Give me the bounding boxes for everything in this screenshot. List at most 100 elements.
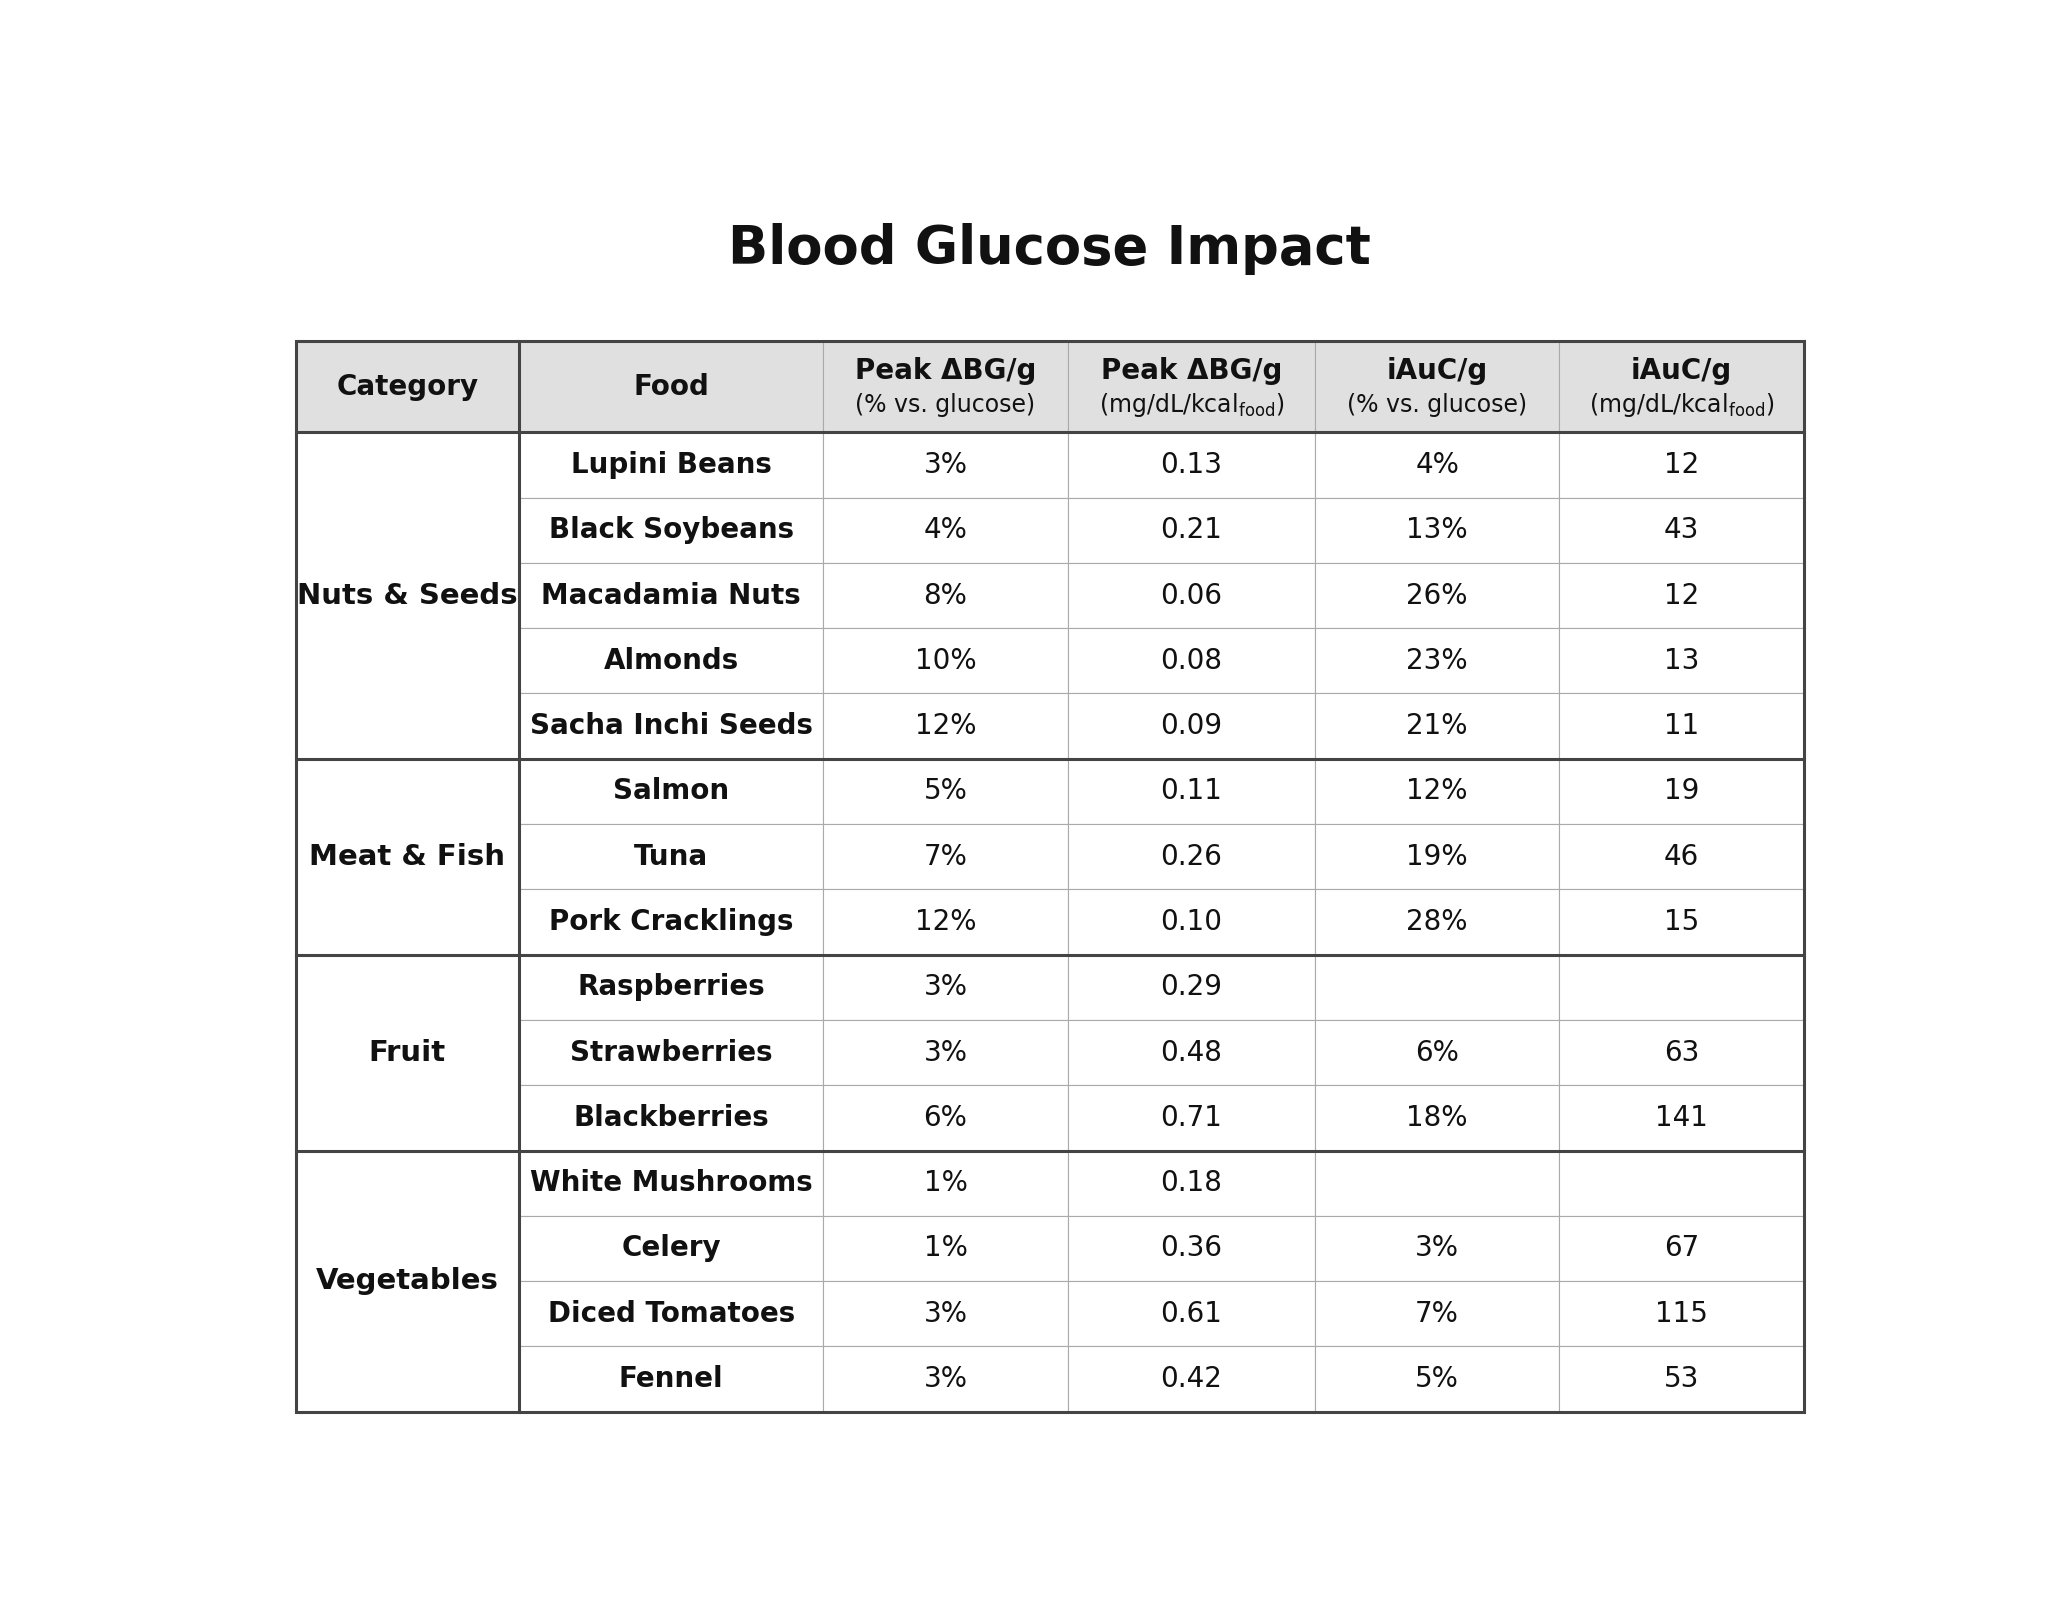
- Bar: [823, 694, 1067, 759]
- Text: Pork Cracklings: Pork Cracklings: [549, 908, 793, 935]
- Bar: [518, 1281, 823, 1347]
- Bar: [295, 432, 518, 759]
- Text: Fruit: Fruit: [369, 1038, 446, 1067]
- Bar: [1067, 628, 1315, 694]
- Bar: [1315, 1216, 1559, 1281]
- Text: 0.29: 0.29: [1161, 974, 1223, 1001]
- Text: Category: Category: [336, 373, 479, 400]
- Text: 0.42: 0.42: [1161, 1364, 1223, 1393]
- Text: 12%: 12%: [1407, 778, 1468, 805]
- Text: (mg/dL/kcal$_{\mathregular{food}}$): (mg/dL/kcal$_{\mathregular{food}}$): [1589, 391, 1774, 419]
- Bar: [1559, 562, 1804, 628]
- Text: 7%: 7%: [924, 842, 967, 871]
- Text: Peak ΔBG/g: Peak ΔBG/g: [1100, 357, 1282, 386]
- Bar: [1559, 1216, 1804, 1281]
- Text: White Mushrooms: White Mushrooms: [530, 1170, 813, 1197]
- Text: 8%: 8%: [924, 582, 967, 609]
- Text: (% vs. glucose): (% vs. glucose): [856, 394, 1036, 416]
- Bar: [823, 1085, 1067, 1151]
- Text: 10%: 10%: [915, 648, 977, 675]
- Bar: [518, 562, 823, 628]
- Text: 7%: 7%: [1415, 1300, 1458, 1327]
- Text: 6%: 6%: [1415, 1038, 1458, 1067]
- Text: 3%: 3%: [1415, 1234, 1458, 1263]
- Text: 0.06: 0.06: [1161, 582, 1223, 609]
- Text: 23%: 23%: [1407, 648, 1468, 675]
- Text: 3%: 3%: [924, 452, 967, 479]
- Text: 3%: 3%: [924, 1038, 967, 1067]
- Text: Peak ΔBG/g: Peak ΔBG/g: [854, 357, 1036, 386]
- Bar: [295, 341, 518, 432]
- Bar: [1067, 824, 1315, 889]
- Text: Nuts & Seeds: Nuts & Seeds: [297, 582, 518, 609]
- Bar: [1559, 1151, 1804, 1216]
- Text: 12: 12: [1663, 452, 1700, 479]
- Bar: [1559, 955, 1804, 1020]
- Bar: [518, 955, 823, 1020]
- Bar: [518, 1020, 823, 1085]
- Bar: [823, 498, 1067, 562]
- Text: 63: 63: [1663, 1038, 1700, 1067]
- Bar: [1067, 955, 1315, 1020]
- Bar: [518, 889, 823, 955]
- Text: Meat & Fish: Meat & Fish: [309, 842, 506, 871]
- Bar: [1067, 1151, 1315, 1216]
- Text: Lupini Beans: Lupini Beans: [571, 452, 772, 479]
- Bar: [1067, 562, 1315, 628]
- Text: Food: Food: [633, 373, 709, 400]
- Text: 15: 15: [1663, 908, 1700, 935]
- Text: 0.61: 0.61: [1161, 1300, 1223, 1327]
- Text: 21%: 21%: [1407, 712, 1468, 741]
- Bar: [1067, 1281, 1315, 1347]
- Text: Diced Tomatoes: Diced Tomatoes: [547, 1300, 795, 1327]
- Bar: [823, 1281, 1067, 1347]
- Bar: [1067, 759, 1315, 824]
- Bar: [518, 341, 823, 432]
- Text: 13%: 13%: [1407, 516, 1468, 545]
- Text: 0.48: 0.48: [1161, 1038, 1223, 1067]
- Text: 1%: 1%: [924, 1170, 967, 1197]
- Bar: [1559, 889, 1804, 955]
- Bar: [1315, 1020, 1559, 1085]
- Bar: [1067, 341, 1315, 432]
- Text: 4%: 4%: [924, 516, 967, 545]
- Text: Raspberries: Raspberries: [578, 974, 766, 1001]
- Bar: [823, 562, 1067, 628]
- Bar: [1315, 432, 1559, 498]
- Text: 5%: 5%: [1415, 1364, 1458, 1393]
- Bar: [823, 1020, 1067, 1085]
- Bar: [1315, 824, 1559, 889]
- Text: 19%: 19%: [1407, 842, 1468, 871]
- Bar: [295, 955, 518, 1151]
- Bar: [1559, 1347, 1804, 1411]
- Text: Macadamia Nuts: Macadamia Nuts: [541, 582, 801, 609]
- Text: 3%: 3%: [924, 1300, 967, 1327]
- Bar: [1559, 628, 1804, 694]
- Text: iAuC/g: iAuC/g: [1630, 357, 1733, 386]
- Bar: [518, 1216, 823, 1281]
- Text: 19: 19: [1663, 778, 1700, 805]
- Bar: [1559, 432, 1804, 498]
- Bar: [518, 759, 823, 824]
- Bar: [295, 341, 1804, 1411]
- Bar: [1315, 955, 1559, 1020]
- Text: 3%: 3%: [924, 974, 967, 1001]
- Bar: [1559, 759, 1804, 824]
- Bar: [1315, 562, 1559, 628]
- Bar: [1315, 1281, 1559, 1347]
- Text: 0.08: 0.08: [1161, 648, 1223, 675]
- Bar: [823, 628, 1067, 694]
- Bar: [518, 824, 823, 889]
- Bar: [823, 759, 1067, 824]
- Text: 0.11: 0.11: [1161, 778, 1223, 805]
- Bar: [1559, 824, 1804, 889]
- Text: 6%: 6%: [924, 1104, 967, 1131]
- Bar: [1067, 694, 1315, 759]
- Text: 13: 13: [1663, 648, 1700, 675]
- Bar: [518, 498, 823, 562]
- Text: 0.26: 0.26: [1161, 842, 1223, 871]
- Bar: [1315, 1151, 1559, 1216]
- Bar: [518, 694, 823, 759]
- Text: iAuC/g: iAuC/g: [1386, 357, 1487, 386]
- Bar: [1315, 498, 1559, 562]
